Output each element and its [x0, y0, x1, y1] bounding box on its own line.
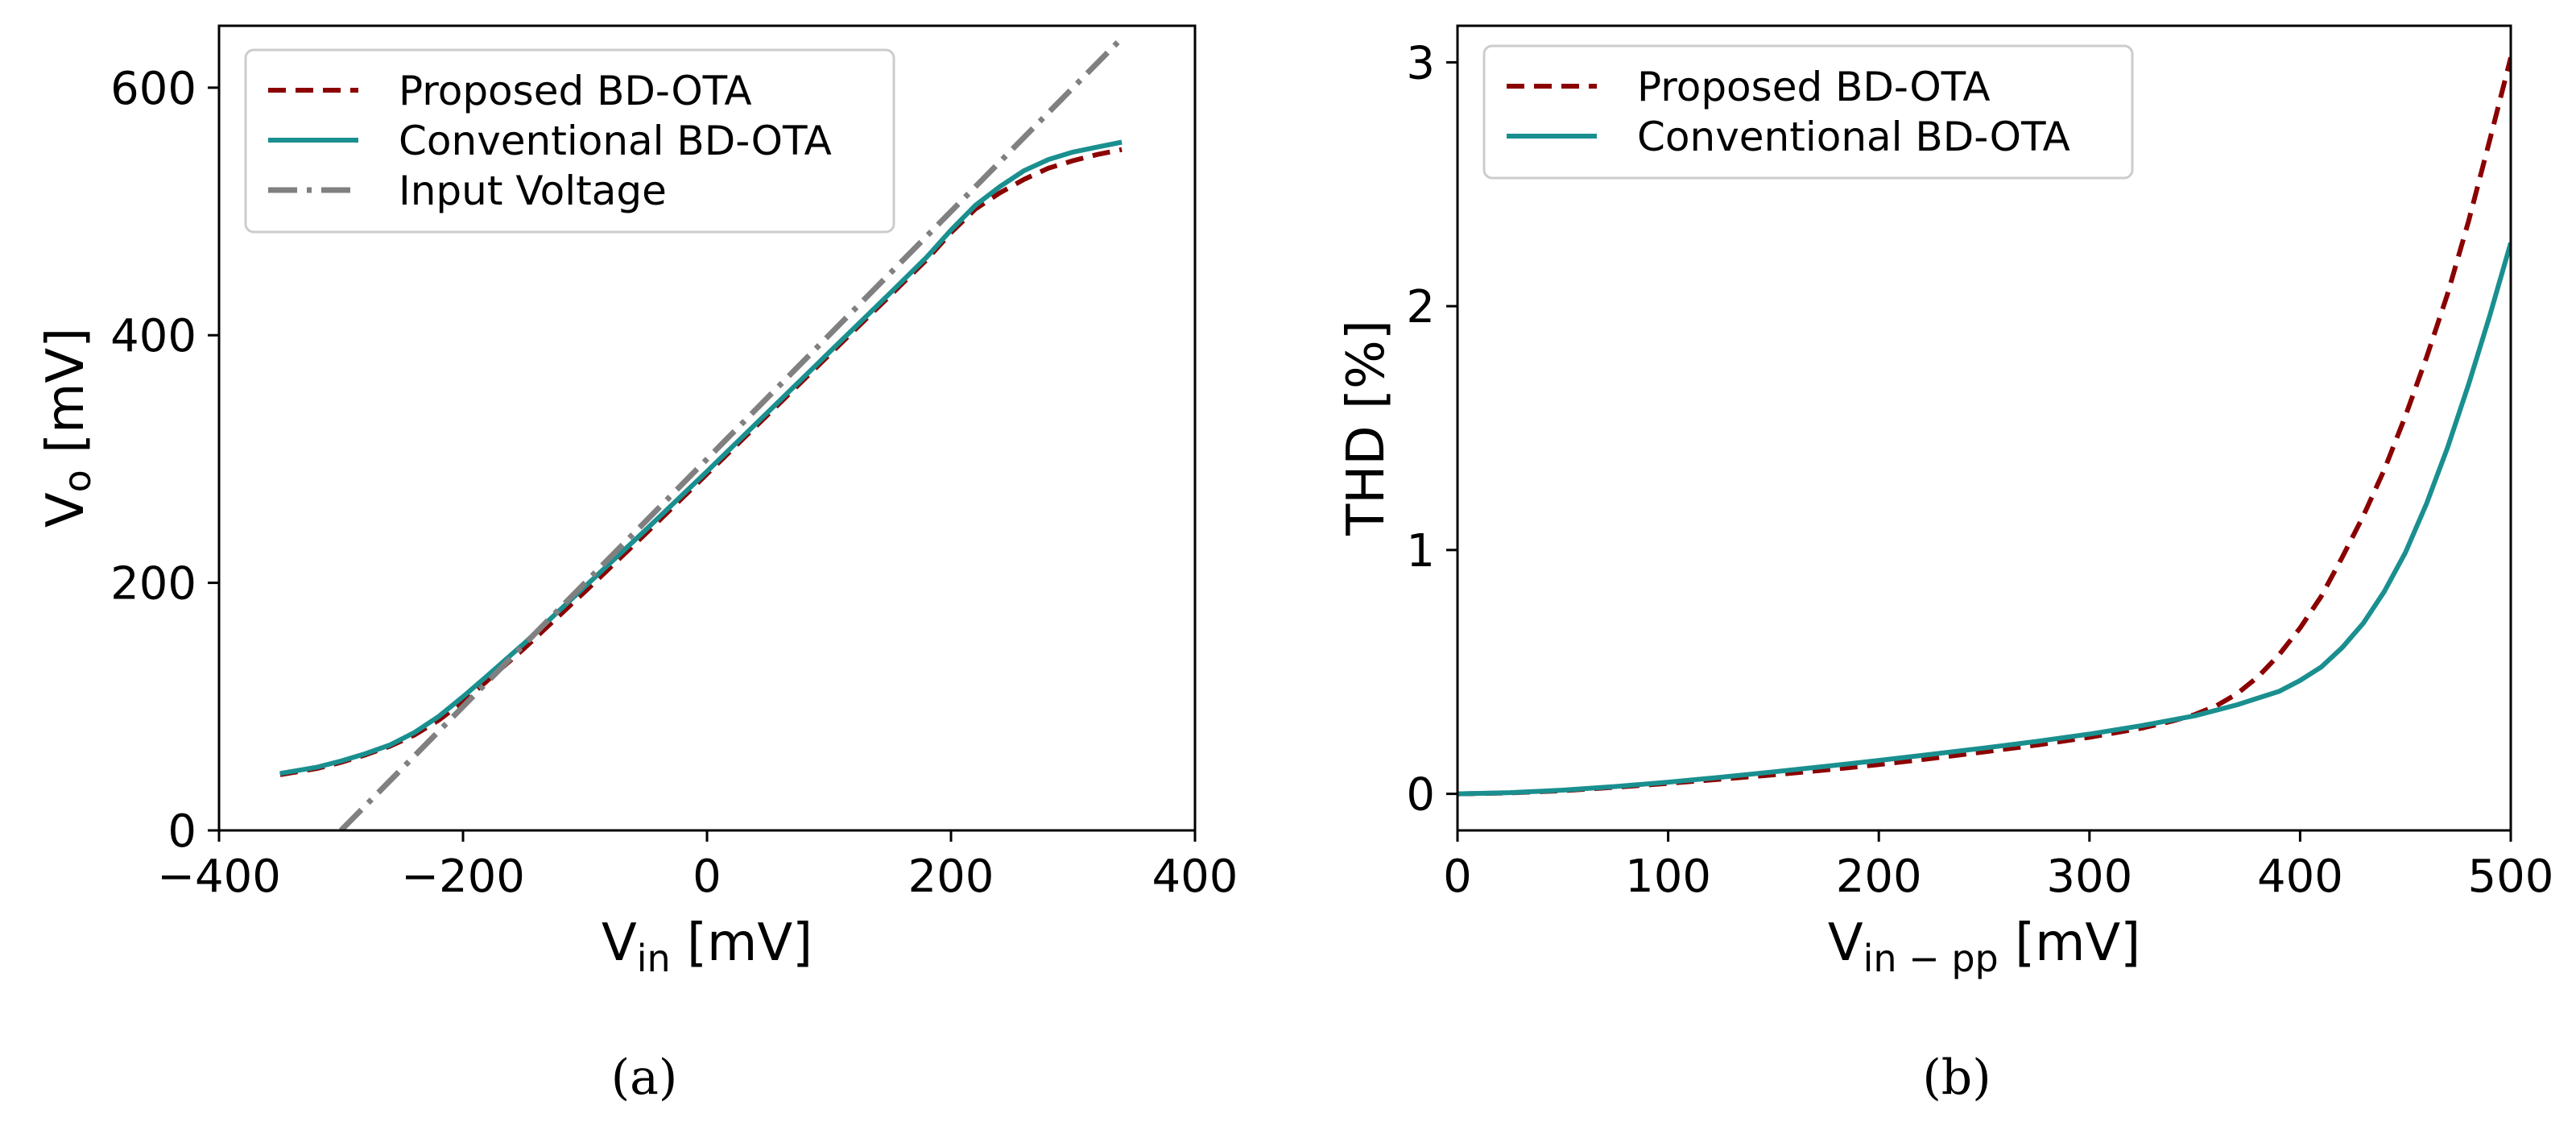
panel-b-x-tick-label: 500	[2468, 851, 2554, 903]
panel-a-series-proposed-bd-ota	[279, 147, 1123, 777]
panel-b-y-tick-label: 2	[1406, 281, 1435, 333]
panel-a-y-label-sub: o	[56, 470, 99, 492]
panel-a-x-tick-label: −200	[401, 851, 525, 903]
panel-a-series-input-voltage	[339, 35, 1124, 830]
panel-b-plot-area	[1458, 56, 2511, 797]
panel-b-y-axis-label: THD [%]	[1337, 320, 1396, 536]
panel-a-plot-area	[279, 35, 1124, 830]
panel-a-y-label-main: V	[36, 492, 96, 528]
panel-b-x-tick-label: 0	[1443, 851, 1472, 903]
panel-b-x-axis-label: Vin − pp [mV]	[1828, 913, 2140, 980]
panel-b-series-conventional-bd-ota	[1458, 242, 2511, 797]
panel-a-x-tick-label: 400	[1152, 851, 1238, 903]
panel-a-ticks: −400 −200 0 200 400 0 200 400 600	[110, 63, 1238, 903]
panel-b-x-tick-label: 200	[1836, 851, 1922, 903]
panel-a-y-label-rest: [mV]	[36, 328, 96, 470]
panel-b-x-tick-label: 100	[1625, 851, 1711, 903]
panel-b-y-tick-label: 3	[1406, 37, 1435, 89]
panel-b-legend-label: Proposed BD-OTA	[1637, 64, 1991, 110]
panel-a-x-label-main: V	[602, 913, 637, 973]
panel-b: 0 100 200 300 400 500 0 1 2 3 Vin − pp [mV] THD […	[1337, 24, 2553, 1106]
panel-a-x-label-sub: in	[637, 937, 671, 980]
panel-b-legend-label: Conventional BD-OTA	[1637, 114, 2070, 160]
panel-a: −400 −200 0 200 400 0 200 400 600 Vin [mV] Vo [m…	[36, 24, 1238, 1106]
panel-a-series-conventional-bd-ota	[279, 139, 1123, 776]
panel-a-x-tick-label: −400	[157, 851, 281, 903]
panel-b-x-tick-label: 300	[2046, 851, 2132, 903]
panel-b-caption: (b)	[1922, 1049, 1991, 1106]
panel-a-y-tick-label: 0	[167, 805, 196, 858]
panel-a-legend-box	[244, 48, 895, 234]
panel-b-axes-frame	[1456, 24, 2512, 832]
panel-a-legend-label: Conventional BD-OTA	[399, 118, 832, 164]
panel-a-y-tick-label: 600	[110, 63, 196, 115]
panel-b-legend-box	[1482, 44, 2134, 180]
panel-b-y-label-main: THD [%]	[1337, 320, 1396, 536]
panel-a-x-tick-label: 0	[693, 851, 722, 903]
panel-a-legend-label: Proposed BD-OTA	[399, 68, 752, 114]
panel-a-y-tick-label: 400	[110, 310, 196, 362]
panel-b-x-label-rest: [mV]	[1999, 913, 2140, 973]
panel-a-x-tick-label: 200	[908, 851, 994, 903]
panel-a-y-tick-label: 200	[110, 558, 196, 611]
panel-a-y-axis-label: Vo [mV]	[36, 328, 99, 528]
panel-b-x-tick-label: 400	[2257, 851, 2343, 903]
panel-b-ticks: 0 100 200 300 400 500 0 1 2 3	[1406, 37, 2553, 903]
panel-a-caption: (a)	[611, 1049, 678, 1106]
panel-b-y-tick-label: 1	[1406, 525, 1435, 577]
panel-a-x-axis-label: Vin [mV]	[602, 913, 812, 980]
panel-a-legend-label: Input Voltage	[399, 168, 667, 214]
panel-a-x-label-rest: [mV]	[671, 913, 812, 973]
panel-b-x-label-main: V	[1828, 913, 1863, 973]
panel-b-y-tick-label: 0	[1406, 769, 1435, 822]
panel-b-x-label-sub: in − pp	[1863, 937, 1999, 980]
